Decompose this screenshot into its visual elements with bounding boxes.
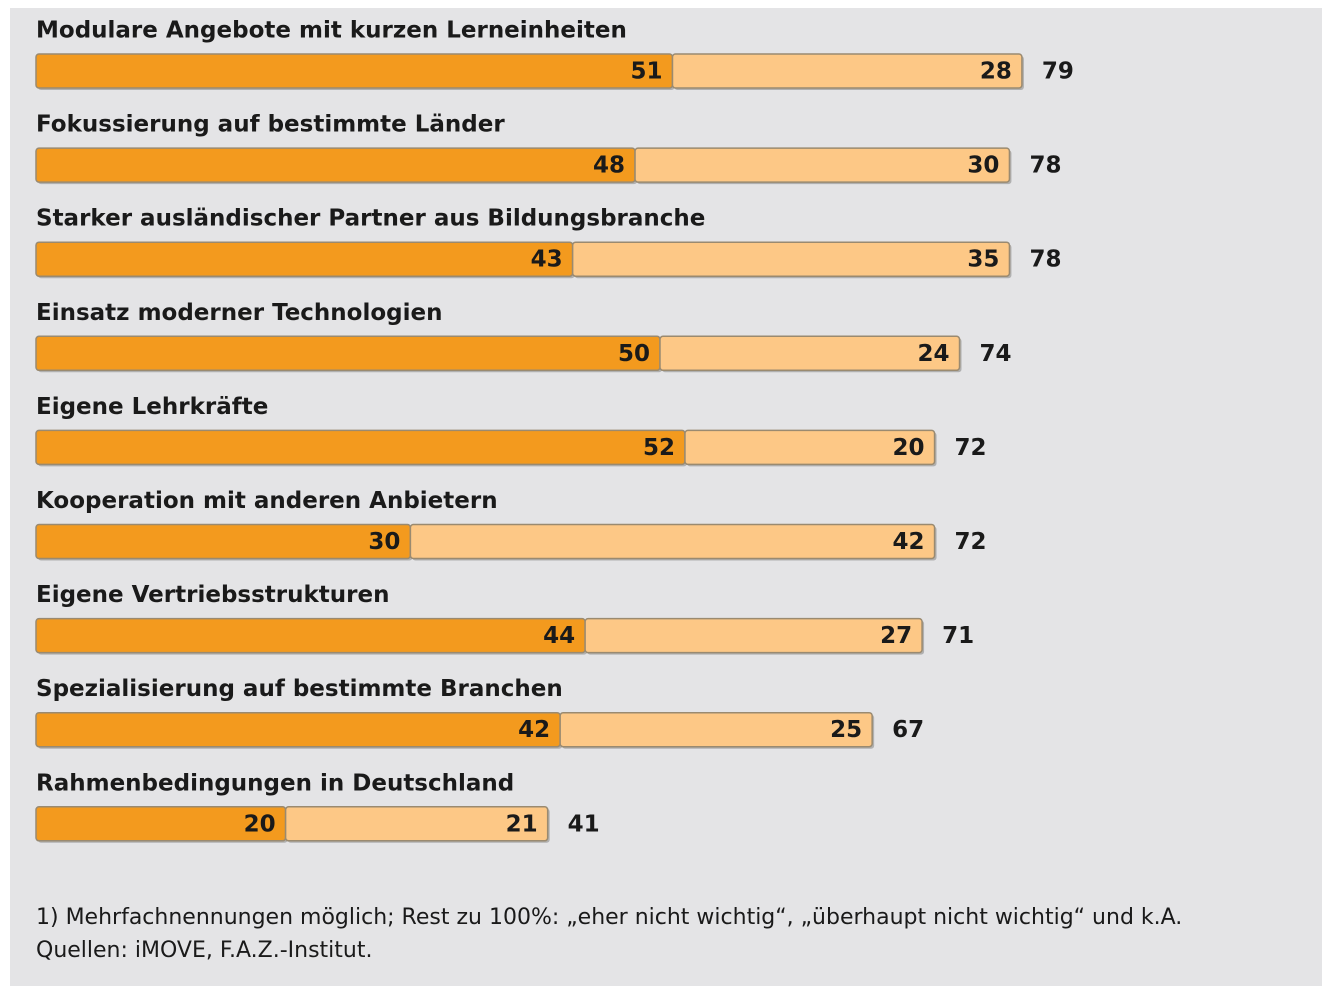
bar-segment (559, 711, 873, 748)
total-label: 78 (1029, 153, 1061, 179)
bar-segment (35, 429, 686, 466)
segment-label: 51 (630, 59, 662, 85)
category-label: Einsatz moderner Technologien (36, 300, 443, 326)
bar-segment (35, 523, 412, 560)
segment-label: 28 (980, 59, 1012, 85)
bar-segment (409, 523, 936, 560)
segment-label: 20 (893, 435, 925, 461)
segment-label: 50 (618, 341, 650, 367)
segment-label: 21 (506, 811, 538, 837)
category-label: Eigene Lehrkräfte (36, 394, 268, 420)
segment-label: 25 (830, 717, 862, 743)
category-label: Modulare Angebote mit kurzen Lerneinheit… (36, 18, 627, 44)
source: Quellen: iMOVE, F.A.Z.-Institut. (36, 938, 372, 963)
bar-segment (634, 147, 1011, 183)
bar-segment (584, 617, 923, 654)
bar-segment (35, 711, 561, 748)
segment-label: 30 (967, 153, 999, 179)
total-label: 71 (942, 623, 974, 649)
footnote: 1) Mehrfachnennungen möglich; Rest zu 10… (36, 905, 1182, 930)
bar-segment (571, 241, 1011, 277)
segment-label: 44 (543, 623, 575, 649)
segment-label: 52 (643, 435, 675, 461)
segment-label: 48 (593, 153, 625, 179)
total-label: 78 (1029, 247, 1061, 273)
bar-segment (35, 53, 674, 89)
total-label: 79 (1042, 59, 1074, 85)
category-label: Starker ausländischer Partner aus Bildun… (36, 206, 705, 232)
segment-label: 24 (918, 341, 950, 367)
category-label: Fokussierung auf bestimmte Länder (36, 112, 505, 138)
bar-segment (35, 335, 661, 372)
total-label: 41 (568, 811, 600, 837)
category-label: Rahmenbedingungen in Deutschland (36, 770, 514, 796)
total-label: 72 (955, 529, 987, 555)
bar-segment (35, 617, 586, 654)
segment-label: 20 (244, 811, 276, 837)
category-label: Spezialisierung auf bestimmte Branchen (36, 676, 563, 702)
total-label: 74 (980, 341, 1012, 367)
bar-segment (35, 241, 574, 277)
bar-segment (671, 53, 1023, 89)
segment-label: 43 (531, 247, 563, 273)
segment-label: 35 (967, 247, 999, 273)
segment-label: 30 (368, 529, 400, 555)
bar-segment (684, 429, 936, 466)
category-label: Kooperation mit anderen Anbietern (36, 488, 498, 514)
bar-segment (284, 806, 549, 842)
bar-segment (35, 147, 636, 183)
total-label: 72 (955, 435, 987, 461)
segment-label: 42 (518, 717, 550, 743)
total-label: 67 (892, 717, 924, 743)
segment-label: 42 (893, 529, 925, 555)
bar-segment (659, 335, 961, 372)
category-label: Eigene Vertriebsstrukturen (36, 582, 389, 608)
segment-label: 27 (880, 623, 912, 649)
